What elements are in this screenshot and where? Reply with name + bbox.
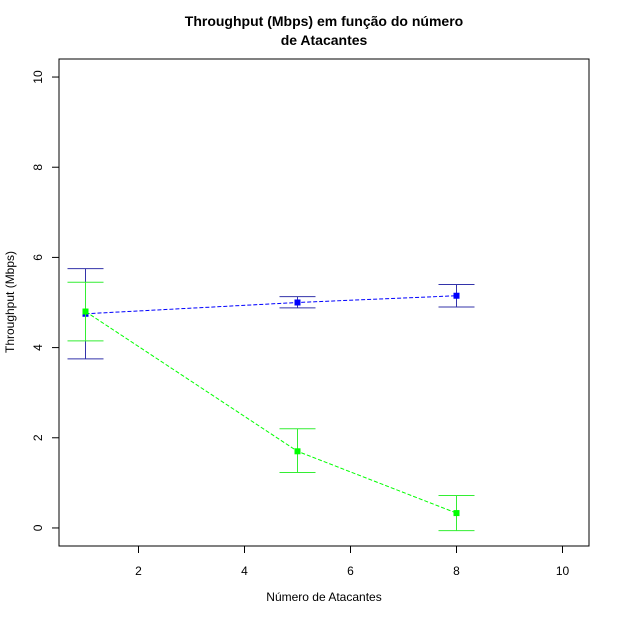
y-tick-label: 6 bbox=[31, 254, 45, 261]
x-tick-label: 4 bbox=[241, 564, 248, 578]
y-tick-label: 2 bbox=[31, 434, 45, 441]
y-tick-label: 0 bbox=[31, 524, 45, 531]
chart-title-line-1: Throughput (Mbps) em função do número bbox=[185, 13, 463, 29]
x-tick-label: 10 bbox=[556, 564, 570, 578]
y-axis: 0 2 4 6 8 10 bbox=[31, 70, 60, 531]
series-1-point bbox=[453, 292, 460, 299]
series-2 bbox=[67, 281, 475, 532]
series-2-point bbox=[82, 308, 89, 315]
x-tick-label: 6 bbox=[347, 564, 354, 578]
series-1-point bbox=[294, 299, 301, 306]
series-layer bbox=[67, 268, 475, 532]
x-tick-label: 8 bbox=[453, 564, 460, 578]
y-tick-label: 8 bbox=[31, 164, 45, 171]
y-axis-label: Throughput (Mbps) bbox=[3, 251, 17, 353]
y-tick-label: 10 bbox=[31, 70, 45, 84]
series-2-point bbox=[294, 448, 301, 455]
x-tick-label: 2 bbox=[135, 564, 142, 578]
chart-title-line-2: de Atacantes bbox=[281, 32, 368, 48]
series-2-point bbox=[453, 510, 460, 517]
y-tick-label: 4 bbox=[31, 344, 45, 351]
x-axis-label: Número de Atacantes bbox=[266, 590, 381, 604]
x-axis: 2 4 6 8 10 bbox=[135, 545, 570, 578]
